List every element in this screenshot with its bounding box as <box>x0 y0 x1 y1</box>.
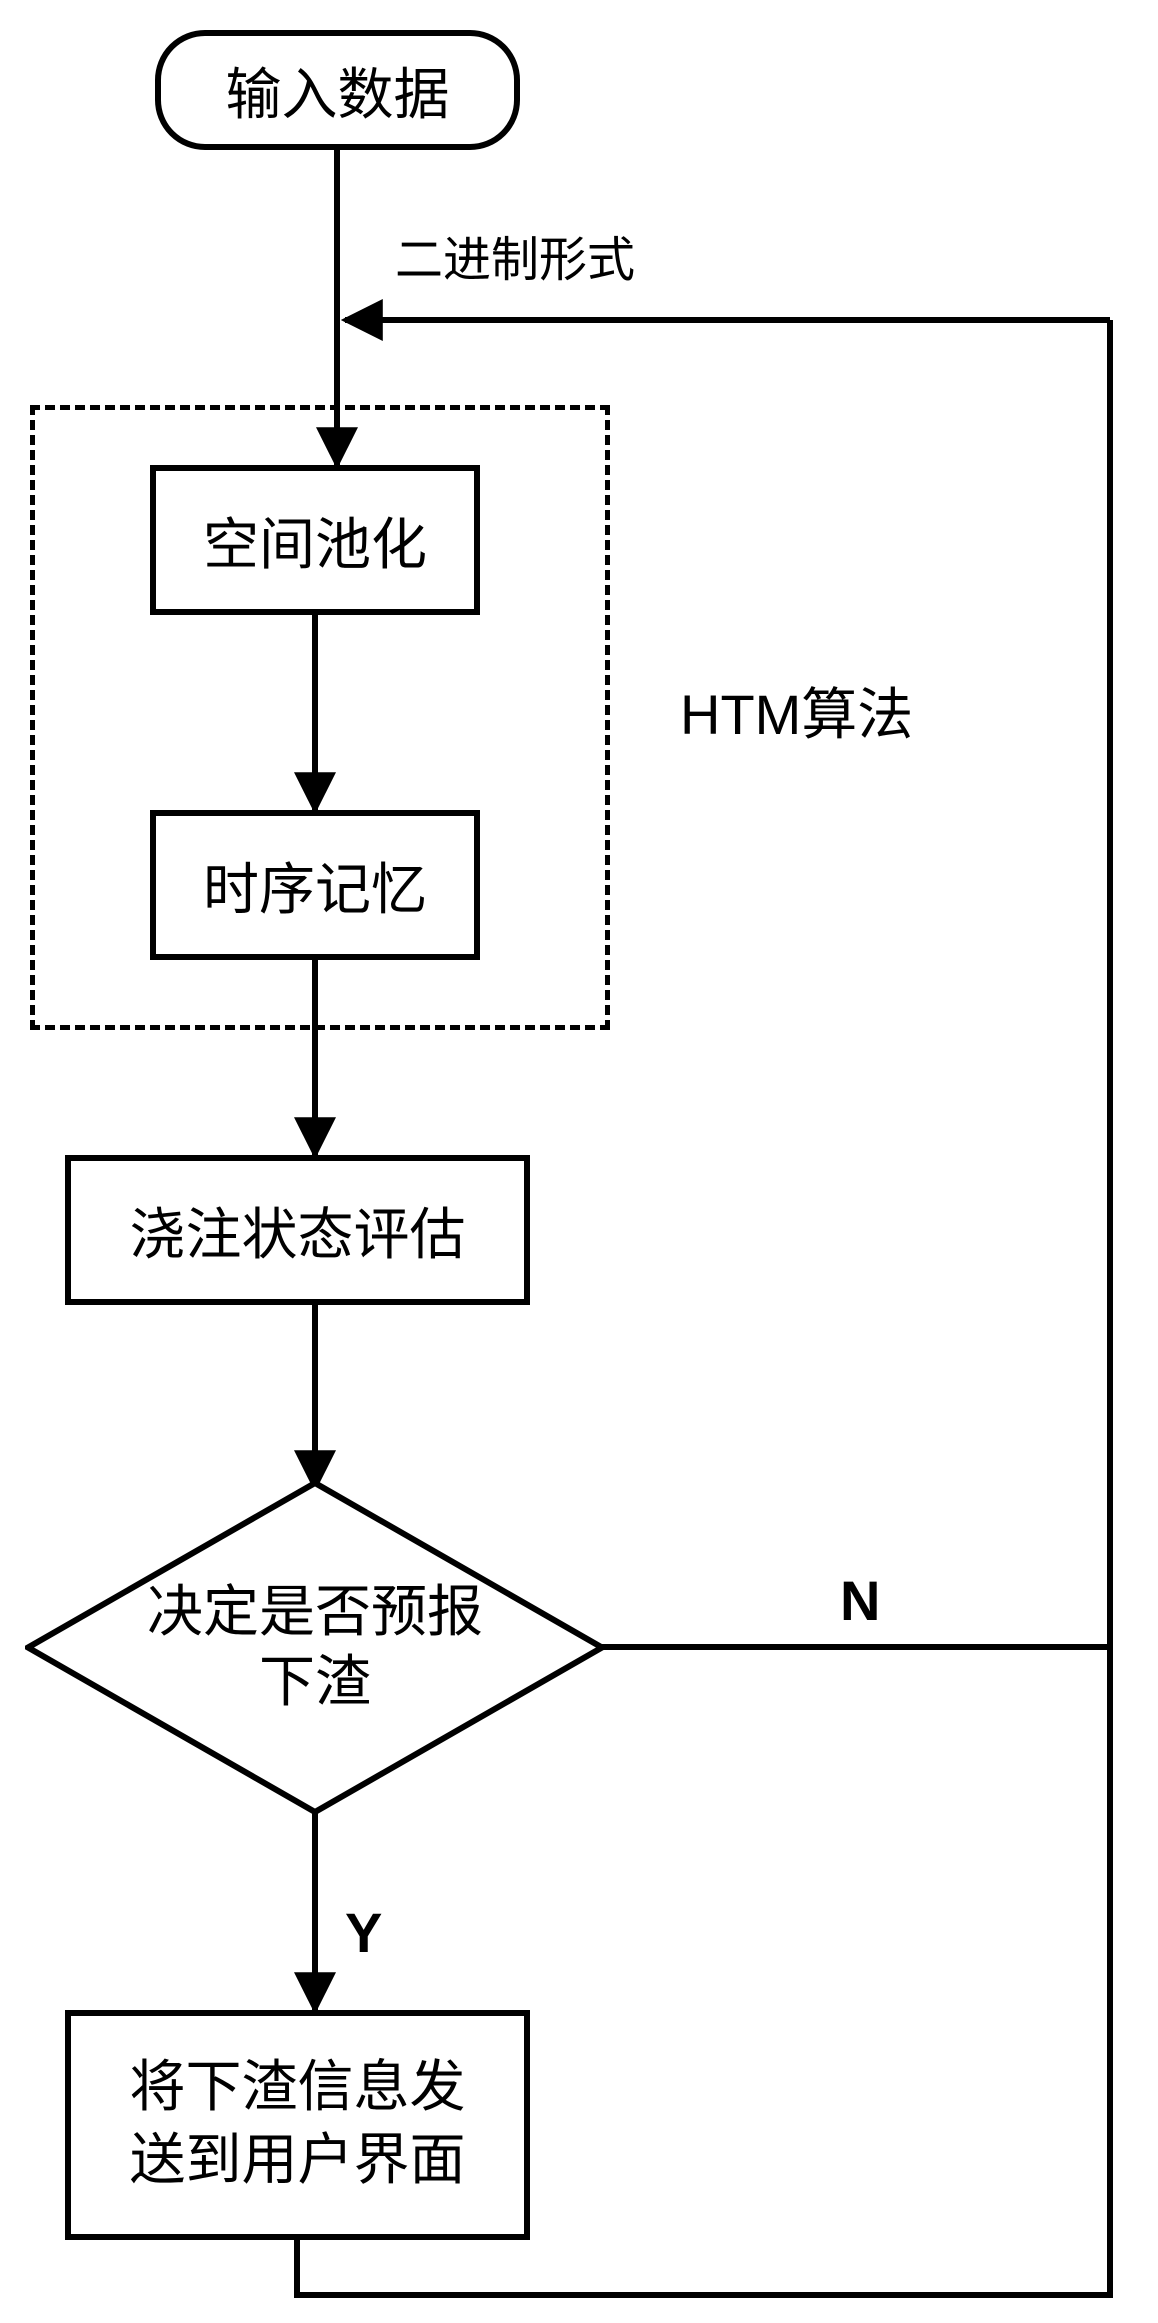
decision-node-label: 决定是否预报 下渣 <box>147 1578 483 1718</box>
input-node: 输入数据 <box>155 30 520 150</box>
binary-edge-label: 二进制形式 <box>395 220 635 290</box>
no-edge-label-text: N <box>840 1569 880 1632</box>
no-edge-label: N <box>840 1568 880 1633</box>
temporal-node-label: 时序记忆 <box>203 845 427 926</box>
spatial-node: 空间池化 <box>150 465 480 615</box>
htm-group-label: HTM算法 <box>680 670 913 751</box>
send-node: 将下渣信息发 送到用户界面 <box>65 2010 530 2240</box>
yes-edge-label: Y <box>345 1900 382 1965</box>
eval-node: 浇注状态评估 <box>65 1155 530 1305</box>
flowchart-canvas: 输入数据 空间池化 时序记忆 浇注状态评估 决定是否预报 下渣 将下渣信息发 送… <box>0 0 1158 2323</box>
binary-edge-label-text: 二进制形式 <box>395 234 635 287</box>
htm-group-label-text: HTM算法 <box>680 683 913 746</box>
temporal-node: 时序记忆 <box>150 810 480 960</box>
edge-decision-feedback <box>595 320 1110 1647</box>
yes-edge-label-text: Y <box>345 1901 382 1964</box>
spatial-node-label: 空间池化 <box>203 500 427 581</box>
decision-node: 决定是否预报 下渣 <box>25 1480 605 1815</box>
send-node-label: 将下渣信息发 送到用户界面 <box>130 2052 466 2198</box>
input-node-label: 输入数据 <box>226 50 450 131</box>
eval-node-label: 浇注状态评估 <box>130 1190 466 1271</box>
